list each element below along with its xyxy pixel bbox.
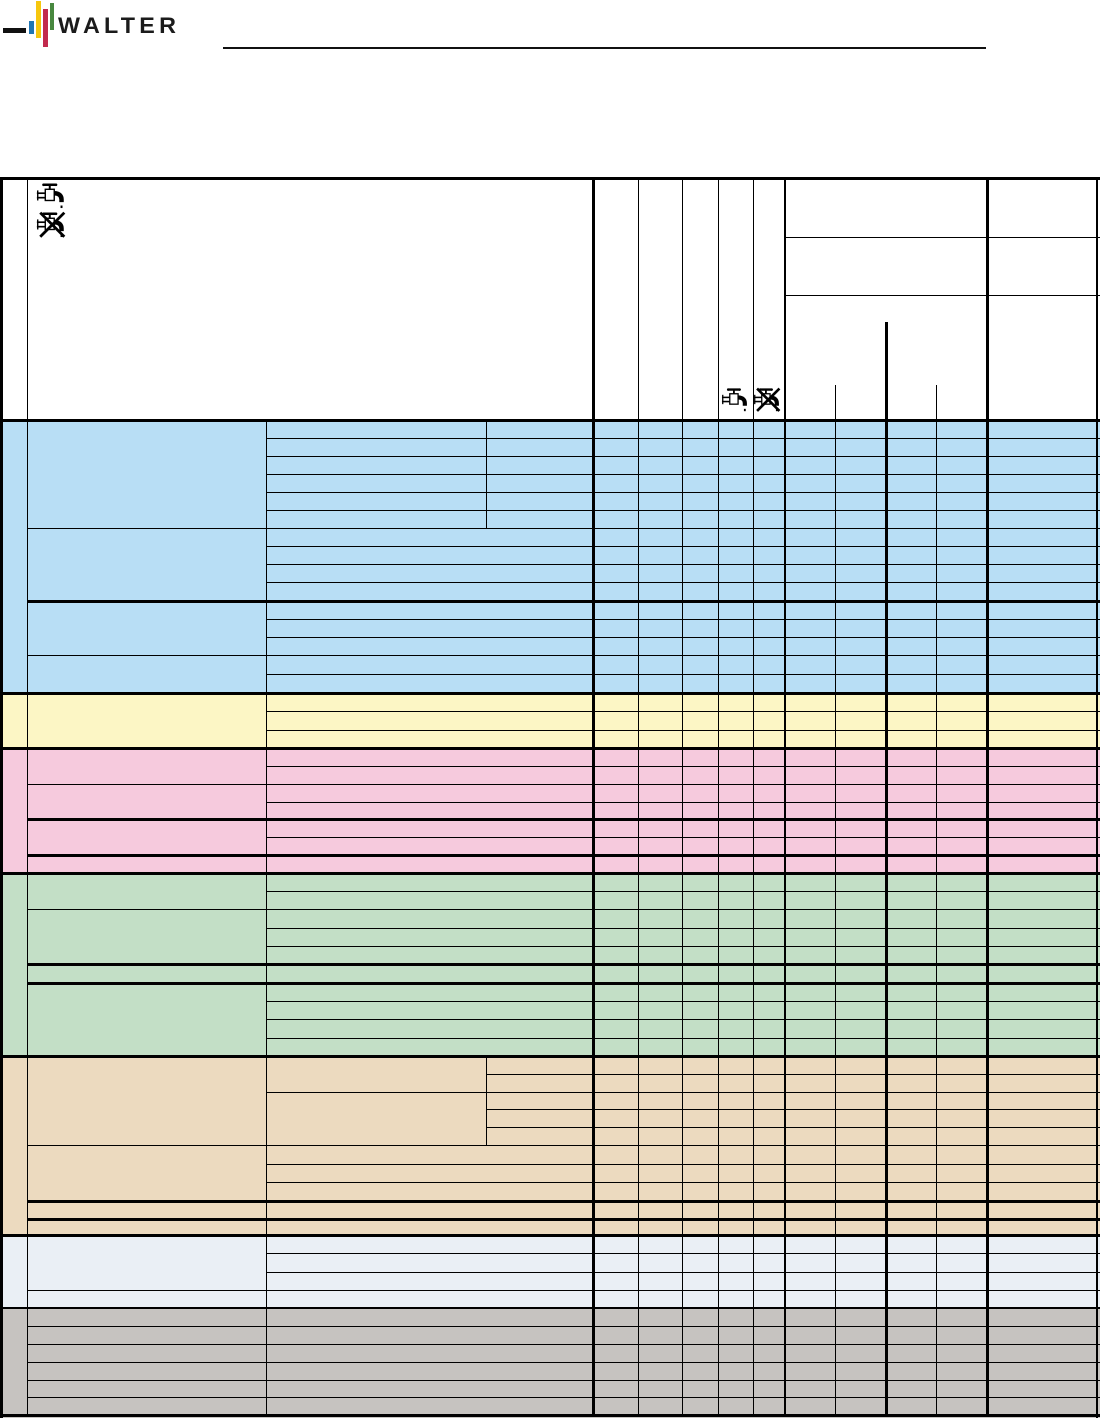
material-band-pink <box>0 748 1100 873</box>
grid-line <box>785 294 1100 296</box>
grid-line <box>0 1233 1100 1237</box>
grid-line <box>0 176 1100 180</box>
grid-line <box>486 1108 1100 1110</box>
grid-line <box>26 178 28 1415</box>
grid-line <box>637 178 639 1415</box>
grid-line <box>266 729 1100 731</box>
grid-line <box>27 1379 1100 1381</box>
grid-line <box>27 1325 1100 1327</box>
grid-line <box>935 420 937 1415</box>
grid-line <box>0 691 1100 695</box>
grid-line <box>266 1018 1100 1020</box>
grid-line <box>266 437 1100 439</box>
grid-line <box>27 1199 1100 1203</box>
grid-line <box>1096 178 1098 1418</box>
grid-line <box>884 420 888 1415</box>
grid-line <box>0 746 1100 750</box>
logo-wordmark: WALTER <box>58 13 181 38</box>
grid-line <box>0 178 3 1418</box>
grid-line <box>266 1000 1100 1002</box>
grid-line <box>591 178 595 1415</box>
logo-bar-blue-icon <box>29 21 34 34</box>
grid-line <box>784 178 786 1415</box>
grid-line <box>27 962 1100 966</box>
material-band-yellow <box>0 693 1100 748</box>
grid-line <box>266 1271 1100 1273</box>
grid-line <box>681 178 683 1415</box>
grid-line <box>265 420 267 1415</box>
grid-line <box>266 545 1100 547</box>
grid-line <box>27 599 1100 603</box>
grid-line <box>834 420 836 1415</box>
grid-line <box>266 581 1100 583</box>
grid-line <box>884 322 888 420</box>
grid-line <box>27 1361 1100 1363</box>
grid-line <box>27 783 1100 785</box>
grid-line <box>0 871 1100 875</box>
grid-line <box>486 1126 1100 1128</box>
grid-line <box>27 1144 1100 1146</box>
grid-line <box>27 654 1100 656</box>
coolant-dry-icon <box>35 211 69 239</box>
grid-line <box>752 178 754 1415</box>
logo-bar-yellow-icon <box>36 1 41 38</box>
grid-line <box>785 236 1100 238</box>
grid-line <box>485 1056 487 1145</box>
grid-line <box>27 981 1100 985</box>
grid-line <box>266 836 1100 838</box>
grid-line <box>266 1163 1100 1165</box>
grid-line <box>266 563 1100 565</box>
material-band-blue <box>0 420 1100 693</box>
grid-line <box>485 420 487 528</box>
grid-line <box>935 385 937 420</box>
material-band-tan <box>0 1056 1100 1235</box>
grid-line <box>266 473 1100 475</box>
grid-line <box>266 1181 1100 1183</box>
grid-line <box>27 527 1100 529</box>
grid-line <box>266 1252 1100 1254</box>
grid-line <box>27 1343 1100 1345</box>
grid-line <box>27 908 1100 910</box>
grid-line <box>486 1073 1100 1075</box>
header-rule <box>223 47 986 49</box>
grid-line <box>0 1413 1100 1417</box>
grid-line <box>266 509 1100 511</box>
grid-line <box>266 927 1100 929</box>
grid-line <box>266 765 1100 767</box>
grid-line <box>27 1289 1100 1291</box>
grid-line <box>266 636 1100 638</box>
grid-line <box>266 618 1100 620</box>
grid-line <box>27 1217 1100 1221</box>
grid-line <box>266 1091 1100 1093</box>
coolant-dry-column-icon <box>753 387 783 413</box>
grid-line <box>0 1054 1100 1058</box>
grid-line <box>266 455 1100 457</box>
grid-line <box>266 890 1100 892</box>
grid-line <box>266 710 1100 712</box>
walter-logo: WALTER <box>0 0 420 60</box>
grid-line <box>0 418 1100 422</box>
grid-line <box>717 178 719 1415</box>
grid-line <box>834 385 836 420</box>
logo-dash-icon <box>3 28 26 33</box>
grid-line <box>266 673 1100 675</box>
grid-line <box>266 1037 1100 1039</box>
grid-line <box>266 945 1100 947</box>
grid-line <box>27 1396 1100 1398</box>
grid-line <box>0 1307 1100 1309</box>
grid-line <box>266 801 1100 803</box>
grid-line <box>266 491 1100 493</box>
grid-line <box>27 817 1100 821</box>
grid-line <box>985 178 989 1415</box>
coolant-wet-icon <box>35 182 69 210</box>
grid-line <box>27 853 1100 857</box>
coolant-wet-column-icon <box>721 387 751 413</box>
logo-bar-red-icon <box>43 9 48 47</box>
logo-bar-green-icon <box>50 3 54 30</box>
